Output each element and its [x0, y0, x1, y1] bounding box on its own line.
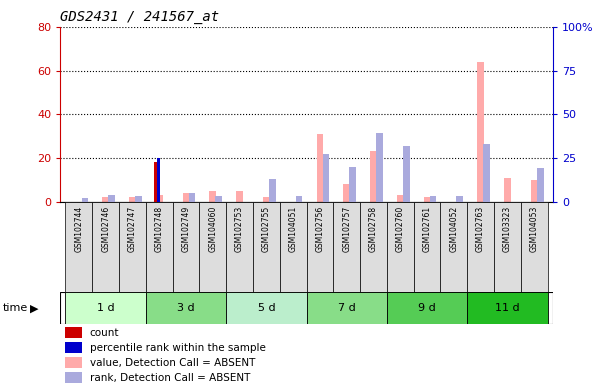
FancyBboxPatch shape [279, 202, 307, 292]
Bar [157, 158, 160, 202]
Text: GSM104052: GSM104052 [450, 206, 459, 252]
Bar [343, 184, 350, 202]
Bar [323, 154, 329, 202]
Text: GSM102753: GSM102753 [235, 206, 244, 252]
Text: percentile rank within the sample: percentile rank within the sample [90, 343, 266, 353]
Bar [424, 197, 430, 202]
Text: GSM102757: GSM102757 [342, 206, 351, 252]
Bar [403, 146, 410, 202]
Text: 3 d: 3 d [177, 303, 195, 313]
Bar [209, 191, 216, 202]
FancyBboxPatch shape [413, 202, 441, 292]
Text: GSM102744: GSM102744 [75, 206, 84, 252]
Bar [65, 372, 82, 383]
FancyBboxPatch shape [334, 202, 360, 292]
FancyBboxPatch shape [467, 293, 548, 324]
Bar [531, 180, 537, 202]
Text: GSM102749: GSM102749 [182, 206, 191, 252]
FancyBboxPatch shape [200, 202, 226, 292]
FancyBboxPatch shape [521, 202, 548, 292]
Text: 5 d: 5 d [257, 303, 275, 313]
Text: value, Detection Call = ABSENT: value, Detection Call = ABSENT [90, 358, 255, 368]
FancyBboxPatch shape [226, 202, 253, 292]
Bar [135, 196, 142, 202]
FancyBboxPatch shape [494, 202, 521, 292]
Text: 7 d: 7 d [338, 303, 356, 313]
Bar [504, 177, 511, 202]
Bar [189, 193, 195, 202]
Bar [397, 195, 404, 202]
Text: 9 d: 9 d [418, 303, 436, 313]
Text: GSM104060: GSM104060 [209, 206, 218, 253]
FancyBboxPatch shape [146, 293, 226, 324]
Text: count: count [90, 328, 119, 338]
Text: GSM102760: GSM102760 [395, 206, 404, 252]
Text: rank, Detection Call = ABSENT: rank, Detection Call = ABSENT [90, 373, 250, 383]
Bar [537, 169, 543, 202]
FancyBboxPatch shape [226, 293, 307, 324]
Text: GSM104051: GSM104051 [288, 206, 297, 252]
Bar [376, 134, 383, 202]
Bar [65, 357, 82, 368]
FancyBboxPatch shape [66, 202, 92, 292]
Bar [82, 198, 88, 202]
Bar [65, 328, 82, 338]
Text: GSM102763: GSM102763 [476, 206, 485, 252]
Bar [263, 197, 270, 202]
Text: 1 d: 1 d [97, 303, 114, 313]
Bar [129, 197, 136, 202]
Bar [236, 191, 243, 202]
Text: GSM103323: GSM103323 [503, 206, 512, 252]
Text: GSM102756: GSM102756 [316, 206, 325, 252]
FancyBboxPatch shape [146, 202, 172, 292]
FancyBboxPatch shape [119, 202, 146, 292]
FancyBboxPatch shape [360, 202, 387, 292]
Bar [65, 343, 82, 353]
Bar [430, 196, 436, 202]
Bar [296, 196, 302, 202]
FancyBboxPatch shape [467, 202, 494, 292]
Bar [269, 179, 276, 202]
Text: GDS2431 / 241567_at: GDS2431 / 241567_at [60, 10, 219, 23]
Text: time: time [3, 303, 28, 313]
Text: GSM102761: GSM102761 [423, 206, 432, 252]
FancyBboxPatch shape [172, 202, 200, 292]
Text: GSM102758: GSM102758 [369, 206, 378, 252]
FancyBboxPatch shape [60, 292, 553, 324]
Text: GSM102746: GSM102746 [101, 206, 110, 252]
Text: 11 d: 11 d [495, 303, 520, 313]
FancyBboxPatch shape [253, 202, 279, 292]
Text: GSM102755: GSM102755 [262, 206, 271, 252]
FancyBboxPatch shape [92, 202, 119, 292]
Bar [483, 144, 490, 202]
Bar [108, 195, 115, 202]
FancyBboxPatch shape [441, 202, 467, 292]
Text: GSM104053: GSM104053 [529, 206, 538, 253]
Bar [102, 197, 109, 202]
Bar [156, 195, 162, 202]
Bar [370, 151, 377, 202]
Text: GSM102747: GSM102747 [128, 206, 137, 252]
Bar [457, 196, 463, 202]
Bar [349, 167, 356, 202]
Bar [215, 196, 222, 202]
FancyBboxPatch shape [387, 293, 467, 324]
Bar [477, 62, 484, 202]
Text: GSM102748: GSM102748 [154, 206, 163, 252]
FancyBboxPatch shape [387, 202, 413, 292]
Bar [317, 134, 323, 202]
FancyBboxPatch shape [307, 202, 334, 292]
Bar [183, 193, 189, 202]
Bar [154, 162, 157, 202]
FancyBboxPatch shape [66, 293, 146, 324]
Text: ▶: ▶ [30, 303, 38, 313]
FancyBboxPatch shape [307, 293, 387, 324]
